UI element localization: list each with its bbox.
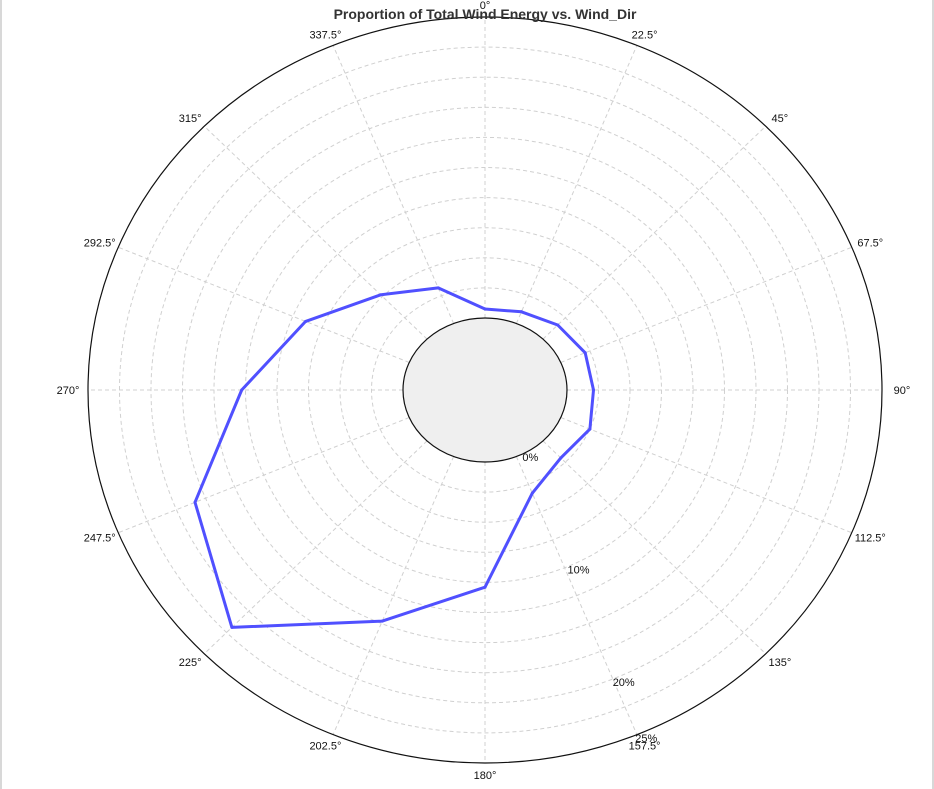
polar-grid bbox=[87, 16, 883, 764]
direction-label: 0° bbox=[480, 0, 491, 12]
grid-spoke bbox=[332, 456, 455, 735]
direction-label: 180° bbox=[474, 770, 497, 782]
data-point bbox=[304, 319, 308, 323]
data-point bbox=[483, 307, 487, 311]
chart-title: Proportion of Total Wind Energy vs. Wind… bbox=[334, 6, 637, 22]
right-frame-border bbox=[932, 0, 934, 789]
direction-label: 112.5° bbox=[855, 532, 886, 544]
direction-label: 67.5° bbox=[857, 238, 883, 250]
grid-spoke bbox=[560, 246, 852, 363]
data-point bbox=[559, 456, 563, 460]
data-point bbox=[591, 388, 595, 392]
direction-label: 292.5° bbox=[84, 238, 116, 250]
grid-spoke bbox=[542, 125, 767, 340]
direction-label: 270° bbox=[57, 385, 80, 397]
data-point bbox=[583, 351, 587, 355]
data-point bbox=[436, 286, 440, 290]
label-layer: 0° 22.5° 45° 67.5° 90° 112.5° 135° 157.5° 180° 20… bbox=[57, 0, 911, 782]
grid-spoke bbox=[332, 45, 455, 324]
data-point bbox=[556, 323, 560, 327]
data-point bbox=[240, 388, 244, 392]
direction-label: 157.5° bbox=[629, 741, 661, 753]
radial-tick-label: 0% bbox=[522, 452, 538, 464]
data-point bbox=[530, 491, 534, 495]
data-point bbox=[379, 293, 383, 297]
data-point bbox=[380, 619, 384, 623]
direction-label: 22.5° bbox=[632, 29, 658, 41]
outer-boundary bbox=[87, 16, 883, 764]
data-point bbox=[588, 427, 592, 431]
grid-spoke bbox=[542, 440, 767, 655]
grid-spoke bbox=[203, 125, 428, 340]
radial-tick-label: 20% bbox=[613, 677, 635, 689]
direction-label: 45° bbox=[772, 113, 789, 125]
direction-label: 315° bbox=[179, 113, 202, 125]
grid-spoke bbox=[515, 45, 638, 324]
grid-spoke bbox=[118, 246, 410, 363]
data-point bbox=[519, 310, 523, 314]
direction-label: 247.5° bbox=[84, 532, 116, 544]
radial-tick-label: 25% bbox=[635, 733, 657, 745]
grid-spoke bbox=[560, 417, 852, 534]
center-hole bbox=[402, 317, 568, 463]
data-point bbox=[483, 585, 487, 589]
direction-label: 135° bbox=[768, 657, 791, 669]
grid-spoke bbox=[515, 456, 638, 735]
direction-label: 225° bbox=[179, 657, 202, 669]
direction-label: 337.5° bbox=[309, 29, 341, 41]
left-frame-border bbox=[0, 0, 2, 789]
center-layer bbox=[402, 317, 568, 463]
data-point bbox=[193, 500, 197, 504]
data-point bbox=[230, 625, 234, 629]
grid-spoke bbox=[203, 440, 428, 655]
direction-label: 202.5° bbox=[309, 741, 341, 753]
radial-tick-label: 10% bbox=[568, 565, 590, 577]
direction-label: 90° bbox=[894, 385, 911, 397]
series-layer bbox=[193, 286, 595, 629]
grid-spoke bbox=[118, 417, 410, 534]
